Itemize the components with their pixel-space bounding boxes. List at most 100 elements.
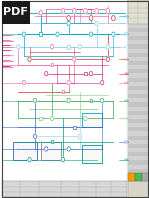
Circle shape — [56, 32, 59, 36]
Circle shape — [89, 16, 93, 21]
Bar — [2, 56, 13, 57]
Bar — [128, 160, 149, 165]
Bar — [125, 82, 128, 83]
Bar — [128, 115, 149, 119]
Bar — [62, 90, 64, 93]
Bar — [128, 86, 149, 90]
Circle shape — [78, 134, 82, 139]
Bar — [128, 40, 149, 45]
Bar — [67, 45, 70, 49]
Bar — [41, 142, 61, 160]
Circle shape — [95, 9, 98, 13]
Circle shape — [45, 147, 48, 151]
Bar — [128, 148, 149, 152]
Bar — [125, 46, 128, 48]
Bar — [125, 73, 128, 74]
Bar — [128, 103, 149, 107]
Circle shape — [67, 21, 70, 26]
Bar — [125, 100, 128, 101]
Bar — [13, 142, 37, 160]
Bar — [125, 59, 128, 60]
Circle shape — [84, 116, 87, 121]
Bar — [39, 32, 42, 36]
Bar — [2, 1, 30, 24]
Circle shape — [112, 32, 115, 36]
Circle shape — [33, 134, 37, 139]
Bar — [51, 63, 53, 67]
Bar — [125, 23, 128, 24]
Bar — [2, 1, 127, 181]
Bar — [39, 117, 42, 120]
Bar — [128, 53, 149, 57]
Circle shape — [61, 157, 65, 162]
Circle shape — [45, 71, 48, 76]
Bar — [128, 61, 149, 65]
Circle shape — [22, 32, 26, 36]
Bar — [128, 36, 149, 40]
Circle shape — [67, 80, 70, 85]
Bar — [128, 0, 149, 24]
Bar — [128, 98, 149, 103]
Bar — [128, 177, 149, 181]
Circle shape — [101, 80, 104, 85]
Circle shape — [33, 98, 37, 103]
Bar — [128, 24, 149, 28]
Circle shape — [73, 57, 76, 62]
Bar — [128, 173, 149, 177]
Circle shape — [101, 98, 104, 103]
Circle shape — [67, 147, 70, 151]
Bar — [128, 123, 149, 127]
Bar — [2, 47, 13, 48]
Circle shape — [39, 10, 42, 15]
Circle shape — [106, 57, 110, 62]
Circle shape — [50, 116, 53, 121]
Bar — [128, 181, 149, 198]
Bar — [128, 144, 149, 148]
Bar — [128, 78, 149, 82]
Bar — [2, 181, 127, 197]
Circle shape — [17, 45, 20, 49]
Bar — [128, 165, 149, 169]
Circle shape — [106, 45, 110, 49]
Bar — [128, 107, 149, 111]
Circle shape — [28, 57, 31, 62]
Bar — [128, 131, 149, 136]
Bar — [128, 111, 149, 115]
Bar — [2, 41, 13, 42]
Circle shape — [72, 9, 76, 13]
Bar — [128, 94, 149, 98]
Bar — [128, 169, 149, 173]
Circle shape — [89, 71, 93, 76]
Bar — [125, 118, 128, 119]
Bar — [128, 140, 149, 144]
Bar — [125, 141, 128, 143]
Bar — [128, 28, 149, 32]
Bar — [84, 72, 87, 75]
Bar — [125, 33, 128, 35]
Bar — [82, 145, 102, 163]
Bar — [51, 140, 53, 144]
Circle shape — [61, 9, 65, 13]
Bar — [128, 73, 149, 78]
Circle shape — [28, 157, 31, 162]
Circle shape — [22, 80, 26, 85]
Bar — [128, 49, 149, 53]
Bar — [128, 0, 149, 181]
Bar — [128, 65, 149, 69]
Bar — [128, 69, 149, 73]
Circle shape — [67, 16, 70, 21]
Bar — [128, 152, 149, 156]
Circle shape — [95, 21, 98, 26]
Circle shape — [67, 98, 70, 103]
Bar — [128, 45, 149, 49]
Circle shape — [89, 32, 93, 36]
Bar — [125, 159, 128, 160]
Circle shape — [84, 9, 87, 13]
Bar — [128, 32, 149, 36]
Bar — [128, 156, 149, 160]
Bar — [82, 113, 102, 128]
Circle shape — [78, 45, 82, 49]
Bar — [128, 82, 149, 86]
Bar — [128, 57, 149, 61]
Bar — [90, 99, 92, 102]
